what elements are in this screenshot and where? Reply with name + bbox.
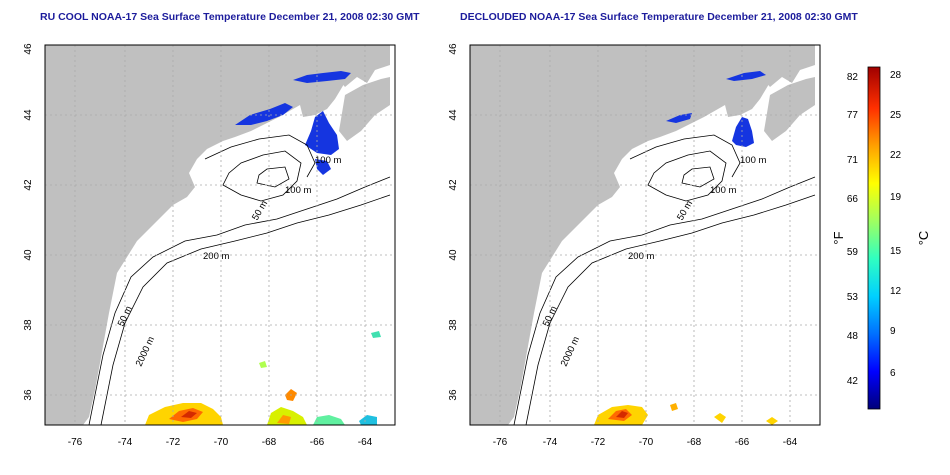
contour-label: 100 m <box>740 155 766 166</box>
x-tick-label: -76 <box>493 437 508 448</box>
x-tick-label: -74 <box>118 437 133 448</box>
x-tick-label: -72 <box>591 437 606 448</box>
celsius-tick: 6 <box>890 368 896 379</box>
fahrenheit-tick: 59 <box>847 247 859 258</box>
y-tick-label: 44 <box>23 109 34 121</box>
sst-pixels <box>145 71 381 425</box>
contour-label: 100 m <box>710 185 736 196</box>
left-map: 100 m 100 m 50 m 200 m 50 m 2000 m -76 -… <box>23 43 396 448</box>
x-tick-label: -74 <box>543 437 558 448</box>
x-tick-label: -64 <box>783 437 798 448</box>
x-tick-label: -66 <box>735 437 750 448</box>
y-tick-label: 38 <box>23 319 34 331</box>
colorbar: 82 77 71 66 59 53 48 42 28 25 22 19 15 1… <box>831 66 931 410</box>
x-tick-label: -76 <box>68 437 83 448</box>
left-map-title: RU COOL NOAA-17 Sea Surface Temperature … <box>40 11 420 23</box>
contour-label: 200 m <box>628 251 654 262</box>
fahrenheit-tick: 48 <box>847 331 859 342</box>
celsius-tick: 25 <box>890 110 902 121</box>
bathymetry-contours <box>513 134 816 426</box>
y-tick-label: 44 <box>448 109 459 121</box>
left-map-frame <box>44 44 396 426</box>
bathymetry-contours <box>88 134 391 426</box>
celsius-tick: 12 <box>890 286 902 297</box>
right-map-frame <box>469 44 821 426</box>
x-tick-label: -66 <box>310 437 325 448</box>
contour-label: 100 m <box>285 185 311 196</box>
right-map-title: DECLOUDED NOAA-17 Sea Surface Temperatur… <box>460 11 858 23</box>
y-tick-label: 40 <box>23 249 34 261</box>
contour-label: 100 m <box>315 155 341 166</box>
fahrenheit-tick: 82 <box>847 72 859 83</box>
fahrenheit-axis-label: °F <box>831 231 846 244</box>
celsius-tick: 28 <box>890 70 902 81</box>
y-tick-label: 46 <box>448 43 459 55</box>
y-tick-label: 40 <box>448 249 459 261</box>
x-tick-label: -72 <box>166 437 181 448</box>
y-tick-label: 36 <box>23 389 34 401</box>
x-tick-label: -68 <box>687 437 702 448</box>
y-tick-label: 42 <box>448 179 459 191</box>
celsius-tick: 22 <box>890 150 902 161</box>
x-tick-label: -64 <box>358 437 373 448</box>
fahrenheit-tick: 66 <box>847 194 859 205</box>
contour-label: 200 m <box>203 251 229 262</box>
celsius-axis-label: °C <box>916 231 931 246</box>
colorbar-gradient <box>867 66 881 410</box>
fahrenheit-tick: 53 <box>847 292 859 303</box>
x-tick-label: -68 <box>262 437 277 448</box>
y-tick-label: 36 <box>448 389 459 401</box>
fahrenheit-tick: 71 <box>847 155 859 166</box>
lat-lon-grid <box>470 45 820 425</box>
celsius-tick: 15 <box>890 246 902 257</box>
y-tick-label: 38 <box>448 319 459 331</box>
x-tick-label: -70 <box>639 437 654 448</box>
y-tick-label: 42 <box>23 179 34 191</box>
lat-lon-grid <box>45 45 395 425</box>
fahrenheit-tick: 77 <box>847 110 859 121</box>
sst-pixels <box>594 71 778 425</box>
y-tick-label: 46 <box>23 43 34 55</box>
right-map: 100 m 100 m 50 m 200 m 50 m 2000 m -76 -… <box>448 43 821 448</box>
x-tick-label: -70 <box>214 437 229 448</box>
celsius-tick: 19 <box>890 192 902 203</box>
celsius-tick: 9 <box>890 326 896 337</box>
fahrenheit-tick: 42 <box>847 376 859 387</box>
